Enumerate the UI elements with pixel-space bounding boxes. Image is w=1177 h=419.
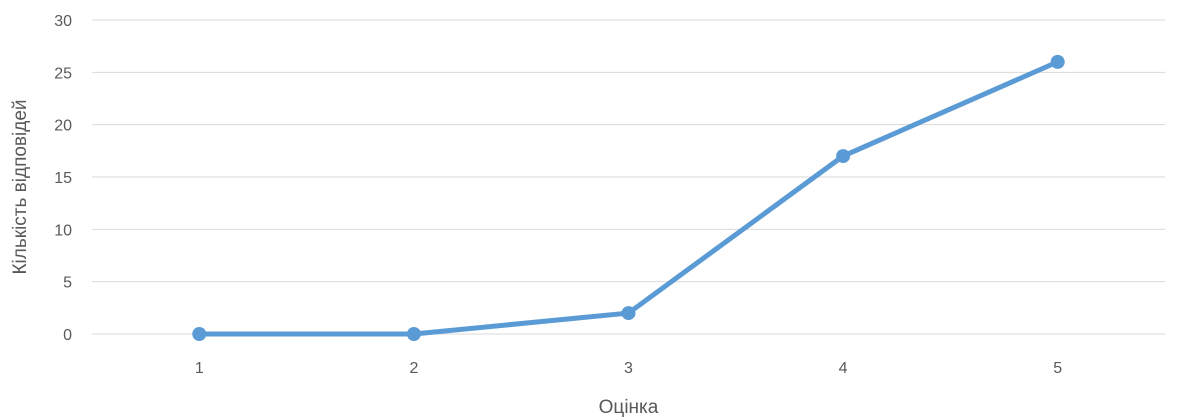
data-point [836,149,851,164]
series-layer [192,54,1065,341]
grid-lines [92,19,1165,335]
x-tick-label: 1 [195,360,204,377]
x-tick-label: 2 [409,360,418,377]
data-point [192,327,207,341]
x-tick-label: 4 [839,360,848,377]
y-tick-label: 20 [54,118,72,135]
y-axis-title: Кількість відповідей [10,99,31,274]
y-tick-label: 0 [63,327,72,344]
y-tick-label: 30 [54,13,72,30]
x-tick-label: 5 [1053,360,1062,377]
y-tick-label: 10 [54,222,72,239]
y-tick-label: 15 [54,170,72,187]
y-tick-label: 25 [54,65,72,82]
x-axis-title: Оцінка [599,397,659,418]
x-tick-label: 3 [624,360,633,377]
y-tick-label: 5 [63,275,72,292]
y-axis-tick-labels: 0 5 10 15 20 25 30 [54,13,72,344]
series-line [196,59,1061,337]
data-point [621,306,636,321]
data-point [1050,54,1065,69]
data-point [406,327,421,341]
x-axis-tick-labels: 1 2 3 4 5 [195,360,1062,377]
